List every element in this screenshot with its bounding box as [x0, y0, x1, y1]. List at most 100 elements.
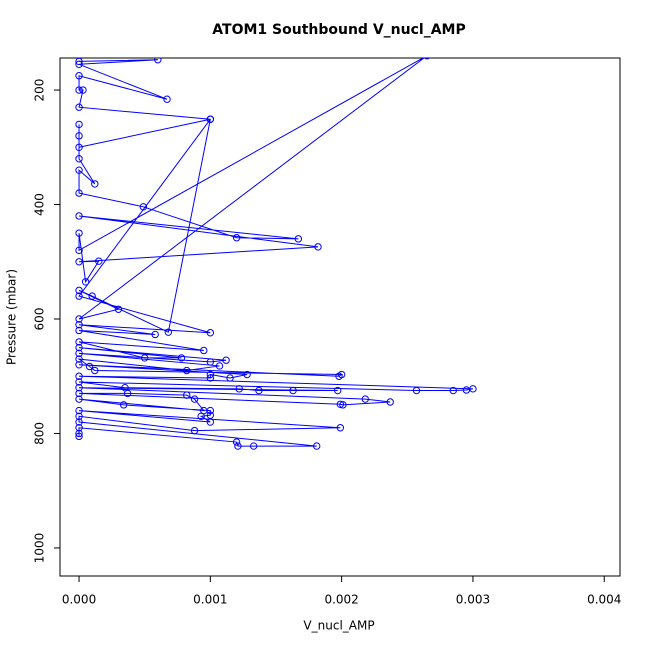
point [314, 243, 322, 251]
point [75, 372, 83, 380]
point [255, 386, 263, 395]
point [75, 86, 83, 94]
point [75, 429, 83, 438]
y-axis-label: Pressure (mbar) [5, 269, 19, 365]
point [190, 426, 199, 435]
point [249, 442, 258, 450]
point [75, 315, 83, 323]
point [206, 370, 215, 379]
point [75, 189, 83, 197]
point [75, 286, 83, 295]
point [75, 166, 83, 174]
point [206, 374, 215, 382]
x-tick-label: 0.003 [456, 593, 490, 607]
point [75, 412, 83, 421]
point [424, 58, 430, 60]
y-tick-label: 800 [33, 422, 47, 445]
point [234, 442, 242, 450]
point [75, 72, 83, 80]
point [232, 234, 241, 242]
point [412, 386, 421, 395]
point [177, 354, 186, 362]
point [386, 398, 394, 406]
x-tick-label: 0.000 [62, 593, 96, 607]
point [75, 418, 83, 426]
point [81, 278, 90, 286]
point [336, 424, 345, 432]
x-tick-label: 0.004 [587, 593, 621, 607]
point [140, 354, 149, 362]
point [226, 374, 234, 382]
point [75, 103, 83, 111]
point [335, 372, 343, 380]
point [200, 346, 208, 355]
point [114, 305, 123, 313]
point [206, 406, 215, 415]
point [75, 389, 83, 398]
point [75, 349, 83, 358]
point [119, 401, 128, 409]
point [75, 406, 83, 415]
point [235, 385, 243, 393]
point [123, 389, 132, 398]
point [164, 328, 173, 336]
point [75, 378, 83, 386]
point [336, 400, 345, 408]
point [91, 180, 99, 188]
x-tick-label: 0.001 [193, 593, 227, 607]
point [312, 442, 321, 450]
point [75, 343, 83, 352]
point [75, 355, 83, 363]
point [75, 60, 83, 68]
chart-title: ATOM1 Southbound V_nucl_AMP [212, 22, 465, 38]
point [361, 395, 369, 403]
point [75, 212, 83, 220]
point [139, 203, 148, 211]
series-line [77, 58, 474, 447]
point [75, 395, 83, 403]
point [190, 395, 199, 403]
point [75, 258, 83, 266]
point [154, 58, 162, 64]
point [206, 115, 215, 123]
point [75, 361, 83, 369]
point [222, 356, 230, 364]
point [85, 362, 94, 371]
point [243, 370, 251, 379]
point [75, 383, 83, 392]
point [88, 292, 96, 300]
point [91, 366, 99, 375]
point [75, 120, 83, 129]
point [449, 386, 457, 395]
y-tick-label: 600 [33, 308, 47, 331]
x-tick-label: 0.002 [324, 593, 358, 607]
point [75, 432, 83, 441]
point [75, 229, 83, 237]
y-tick-label: 200 [33, 79, 47, 102]
point [75, 132, 83, 140]
plot-frame [59, 57, 621, 577]
point [75, 292, 83, 300]
y-tick-label: 400 [33, 193, 47, 216]
point [75, 321, 83, 329]
point [75, 424, 83, 432]
point [183, 391, 191, 399]
point [95, 257, 103, 265]
point [339, 401, 347, 409]
point [75, 143, 83, 151]
point [75, 58, 83, 66]
point [206, 418, 215, 426]
point [206, 358, 215, 366]
point [75, 326, 83, 335]
point [232, 438, 241, 446]
point [75, 246, 83, 255]
point [206, 329, 215, 337]
point [462, 386, 471, 394]
point [334, 386, 342, 395]
point [197, 412, 205, 421]
point [151, 330, 159, 339]
plot-area [75, 58, 477, 450]
point [289, 386, 297, 395]
